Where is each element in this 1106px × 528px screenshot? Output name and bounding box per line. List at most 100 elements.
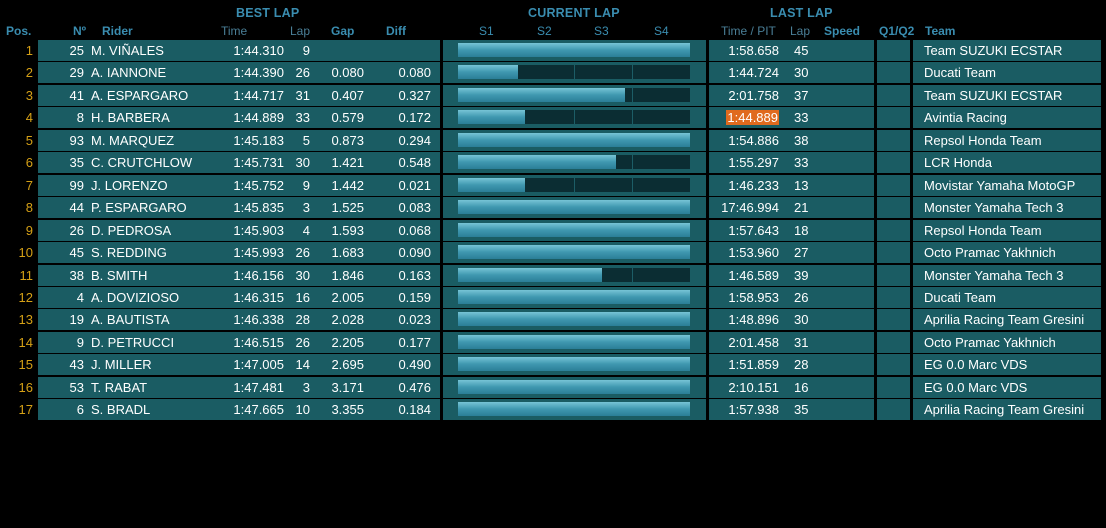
table-row[interactable]: 8 44 P. ESPARGARO 1:45.835 3 1.525 0.083 17:46.… bbox=[0, 197, 1106, 219]
sector-divider bbox=[632, 110, 633, 125]
lap-progress-fill bbox=[458, 65, 519, 80]
current-lap-panel bbox=[443, 399, 706, 421]
rider-number: 29 bbox=[69, 65, 84, 81]
table-row[interactable]: 13 19 A. BAUTISTA 1:46.338 28 2.028 0.023 1:48.… bbox=[0, 309, 1106, 331]
last-lap-time-text: 1:44.889 bbox=[726, 110, 779, 126]
best-lap-time: 1:45.993 bbox=[233, 245, 284, 261]
rider-name[interactable]: B. SMITH bbox=[91, 267, 148, 283]
last-lap-time-text: 2:01.458 bbox=[728, 334, 779, 350]
table-row[interactable]: 12 4 A. DOVIZIOSO 1:46.315 16 2.005 0.159 1:58.… bbox=[0, 286, 1106, 308]
rider-name[interactable]: M. MARQUEZ bbox=[91, 132, 175, 148]
col-last-lap[interactable]: Lap bbox=[790, 24, 811, 38]
current-lap-panel bbox=[443, 84, 706, 106]
rider-name[interactable]: A. BAUTISTA bbox=[91, 312, 170, 328]
last-lap-panel: 1:44.724 30 bbox=[709, 62, 874, 84]
lap-progress-bar bbox=[458, 155, 690, 170]
rider-number: 35 bbox=[69, 155, 84, 171]
q1q2-cell bbox=[877, 331, 910, 353]
lap-progress-bar bbox=[458, 200, 690, 215]
lap-progress-bar bbox=[458, 177, 690, 192]
lap-progress-fill bbox=[458, 110, 526, 125]
rider-number: 4 bbox=[76, 289, 84, 305]
position: 6 bbox=[25, 155, 33, 171]
lap-progress-bar bbox=[458, 267, 690, 282]
team-name: Team SUZUKI ECSTAR bbox=[924, 87, 1063, 103]
best-lap-time: 1:47.005 bbox=[233, 357, 284, 373]
rider-name[interactable]: S. REDDING bbox=[91, 245, 167, 261]
rider-name[interactable]: P. ESPARGARO bbox=[91, 200, 187, 216]
lap-progress-fill bbox=[458, 200, 690, 215]
table-row[interactable]: 10 45 S. REDDING 1:45.993 26 1.683 0.090 1:53.9… bbox=[0, 242, 1106, 264]
table-row[interactable]: 1 25 M. VIÑALES 1:44.310 9 1:58.658 45 Team SUZ… bbox=[0, 40, 1106, 61]
col-diff[interactable]: Diff bbox=[386, 24, 406, 38]
table-row[interactable]: 4 8 H. BARBERA 1:44.889 33 0.579 0.172 1:44.889… bbox=[0, 107, 1106, 129]
diff-value: 0.163 bbox=[398, 267, 431, 283]
table-row[interactable]: 2 29 A. IANNONE 1:44.390 26 0.080 0.080 1:44.72… bbox=[0, 62, 1106, 84]
col-q1q2[interactable]: Q1/Q2 bbox=[879, 24, 915, 38]
rider-name[interactable]: J. LORENZO bbox=[91, 177, 168, 193]
rider-name[interactable]: J. MILLER bbox=[91, 357, 152, 373]
gap-value: 2.005 bbox=[331, 289, 364, 305]
rider-name[interactable]: M. VIÑALES bbox=[91, 43, 164, 58]
q1q2-cell bbox=[877, 174, 910, 196]
table-row[interactable]: 11 38 B. SMITH 1:46.156 30 1.846 0.163 1:46.589… bbox=[0, 264, 1106, 286]
best-lap-time: 1:46.315 bbox=[233, 289, 284, 305]
last-lap-time: 1:44.889 bbox=[709, 107, 779, 128]
q1q2-cell bbox=[877, 129, 910, 151]
col-team[interactable]: Team bbox=[925, 24, 956, 38]
position: 15 bbox=[18, 357, 33, 373]
gap-value: 1.593 bbox=[331, 222, 364, 238]
rider-number: 44 bbox=[69, 200, 84, 216]
rider-name[interactable]: T. RABAT bbox=[91, 379, 148, 395]
table-row[interactable]: 9 26 D. PEDROSA 1:45.903 4 1.593 0.068 1:57.643… bbox=[0, 219, 1106, 241]
col-best-time[interactable]: Time bbox=[221, 24, 248, 38]
table-row[interactable]: 15 43 J. MILLER 1:47.005 14 2.695 0.490 1:51.85… bbox=[0, 354, 1106, 376]
rider-name[interactable]: D. PETRUCCI bbox=[91, 334, 175, 350]
rider-name[interactable]: D. PEDROSA bbox=[91, 222, 172, 238]
position: 2 bbox=[25, 65, 33, 81]
best-lap-number: 33 bbox=[295, 110, 310, 126]
col-speed[interactable]: Speed bbox=[824, 24, 861, 38]
gap-value: 0.579 bbox=[331, 110, 364, 126]
best-lap-number: 31 bbox=[295, 87, 310, 103]
table-row[interactable]: 3 41 A. ESPARGARO 1:44.717 31 0.407 0.327 2:01.… bbox=[0, 84, 1106, 106]
position: 16 bbox=[18, 379, 33, 395]
lap-progress-fill bbox=[458, 132, 690, 147]
rider-name[interactable]: A. IANNONE bbox=[91, 65, 167, 81]
last-lap-time: 1:58.658 bbox=[709, 40, 779, 61]
col-rider[interactable]: Rider bbox=[102, 24, 133, 38]
rider-name[interactable]: S. BRADL bbox=[91, 402, 151, 418]
rider-number: 6 bbox=[76, 402, 84, 418]
col-gap[interactable]: Gap bbox=[331, 24, 355, 38]
sector-divider bbox=[632, 267, 633, 282]
table-row[interactable]: 6 35 C. CRUTCHLOW 1:45.731 30 1.421 0.548 1:55.… bbox=[0, 152, 1106, 174]
col-pos[interactable]: Pos. bbox=[6, 24, 32, 38]
rider-name[interactable]: C. CRUTCHLOW bbox=[91, 155, 193, 171]
current-lap-panel bbox=[443, 264, 706, 286]
rider-name[interactable]: H. BARBERA bbox=[91, 110, 170, 126]
best-lap-number: 9 bbox=[302, 177, 310, 193]
position: 17 bbox=[18, 402, 33, 418]
team-panel: Ducati Team bbox=[913, 62, 1101, 84]
table-row[interactable]: 14 9 D. PETRUCCI 1:46.515 26 2.205 0.177 2:01.4… bbox=[0, 331, 1106, 353]
col-time-pit[interactable]: Time / PIT bbox=[721, 24, 776, 38]
col-best-lap[interactable]: Lap bbox=[290, 24, 311, 38]
table-row[interactable]: 17 6 S. BRADL 1:47.665 10 3.355 0.184 1:57.938 3… bbox=[0, 399, 1106, 421]
diff-value: 0.490 bbox=[398, 357, 431, 373]
table-row[interactable]: 7 99 J. LORENZO 1:45.752 9 1.442 0.021 1:46.233… bbox=[0, 174, 1106, 196]
last-lap-time: 1:55.297 bbox=[709, 152, 779, 173]
position: 1 bbox=[25, 43, 33, 58]
table-row[interactable]: 5 93 M. MARQUEZ 1:45.183 5 0.873 0.294 1:54.886… bbox=[0, 129, 1106, 151]
last-lap-panel: 1:54.886 38 bbox=[709, 129, 874, 151]
last-lap-number: 35 bbox=[794, 402, 809, 418]
rider-name[interactable]: A. ESPARGARO bbox=[91, 87, 189, 103]
best-lap-time: 1:45.752 bbox=[233, 177, 284, 193]
table-row[interactable]: 16 53 T. RABAT 1:47.481 3 3.171 0.476 2:10.151 1… bbox=[0, 376, 1106, 398]
col-number[interactable]: Nº bbox=[73, 24, 87, 38]
position: 9 bbox=[25, 222, 33, 238]
last-lap-panel: 1:58.953 26 bbox=[709, 286, 874, 308]
lap-progress-bar bbox=[458, 334, 690, 349]
gap-value: 0.080 bbox=[331, 65, 364, 81]
rider-name[interactable]: A. DOVIZIOSO bbox=[91, 289, 180, 305]
rider-number: 8 bbox=[76, 110, 84, 126]
